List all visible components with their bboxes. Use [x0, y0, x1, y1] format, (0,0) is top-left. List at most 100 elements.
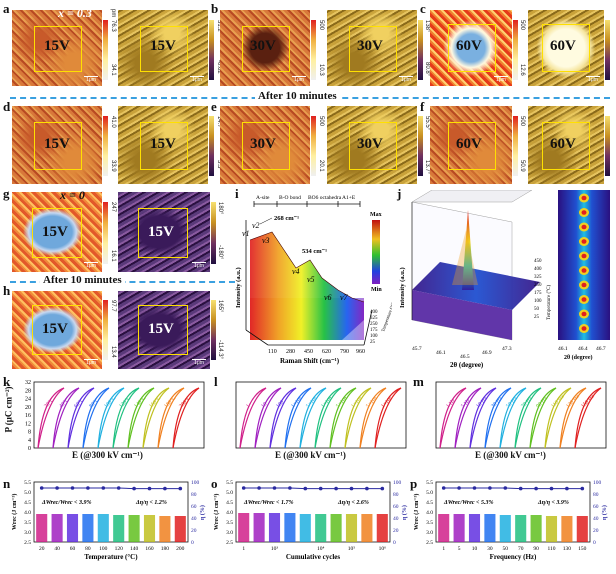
bar-xtick: 10⁴ [317, 546, 325, 552]
panel-label-e: e [211, 99, 217, 114]
height-colorbar [103, 300, 108, 360]
bar [159, 516, 171, 542]
panel-label-o: o [211, 476, 218, 491]
bar-xtick: 10³ [271, 546, 279, 552]
raman-xtick: 790 [340, 349, 349, 355]
afm-d-height: 15V [12, 106, 102, 184]
pe-loop-down [82, 387, 110, 449]
poled-square [349, 26, 397, 72]
xrd-xtick: 46.1 [436, 350, 446, 356]
bar-y2tick: 20 [191, 528, 197, 534]
bar-y2label: η (%) [601, 505, 608, 520]
xrd-xtick: 46.9 [482, 350, 492, 356]
xrd-ztick: 400 [534, 267, 542, 272]
bar-xtick: 150 [578, 546, 587, 552]
raman-ttick: 25 [370, 340, 376, 345]
pe-series-label: 20°C [42, 396, 55, 409]
bar [576, 516, 588, 542]
eta-point [257, 486, 261, 490]
bar [453, 514, 465, 542]
bar [561, 516, 573, 542]
xrd-plot: 45.7 46.1 46.5 46.9 47.3 2θ (degree) Int… [399, 190, 610, 369]
xrd-peak [462, 210, 474, 290]
mode-6: ν6 [324, 293, 332, 302]
xrd-floor [412, 262, 540, 310]
raman-ylabel: Intensity (a.u.) [235, 267, 242, 308]
bar-y2tick: 60 [191, 504, 197, 510]
poled-square [542, 122, 590, 170]
panel-label-m: m [413, 374, 424, 389]
xrd-ztick: 25 [534, 315, 540, 320]
mode-3: ν3 [262, 236, 270, 245]
xrd-ztick: 250 [534, 283, 542, 288]
pe-loop-up [359, 387, 387, 449]
xrd-spot-core [581, 195, 587, 201]
raman-plot: A-site B-O bond BO6 octahedra A1+E 268 c… [235, 195, 392, 365]
xrd-map-spots [579, 193, 589, 333]
cb-bot: 50.9 [519, 160, 525, 172]
cb-top: 500 [318, 20, 324, 31]
bar [545, 516, 558, 542]
bar [82, 514, 94, 542]
bar-ylabel: Wrec (J cm⁻³) [11, 494, 18, 530]
afm-a-height: 15V 1μm [12, 10, 102, 86]
scale-bar: 1μm [192, 359, 206, 366]
eta-point [163, 486, 167, 491]
eta-point [70, 486, 75, 490]
pe-loop-up [299, 387, 327, 449]
height-colorbar [103, 20, 108, 80]
bar [113, 515, 125, 542]
eta-point [488, 486, 492, 490]
bar-ytick: 4.5 [426, 500, 433, 506]
raman-xtick: 960 [356, 349, 365, 355]
bar-ytick: 5.5 [24, 480, 31, 486]
voltage-label: 15V [150, 136, 176, 152]
bar-ylabel: Wrec (J cm⁻³) [413, 494, 420, 530]
bar [284, 513, 296, 542]
pe-loop-down [559, 387, 587, 449]
bar-ytick: 3.5 [24, 520, 31, 526]
pe-loop-down [67, 387, 95, 449]
pe-k-xlabel: E (@300 kV cm⁻¹) [72, 450, 143, 460]
scale-bar: 1μm [192, 262, 206, 269]
voltage-label: 15V [44, 38, 70, 54]
eta-point [178, 486, 183, 491]
bar-annotation: Δη/η < 2.6% [337, 500, 369, 506]
pe-loop-up [284, 387, 312, 449]
xrd-xtick: 46.5 [460, 354, 470, 360]
eta-point [147, 486, 152, 491]
bar-ytick: 5.5 [226, 480, 233, 486]
eta-point [549, 486, 554, 491]
panel-label-b: b [211, 1, 219, 16]
pe-frame [435, 381, 607, 449]
pe-series-label: 80°C [87, 396, 100, 409]
bar-y2tick: 60 [393, 504, 399, 510]
afm-e-phase: 30V [327, 106, 417, 184]
bar-ytick: 5.0 [226, 490, 233, 496]
afm-e-height: 30V [220, 106, 310, 184]
pe-loop-up [82, 387, 110, 449]
cb-top: 180° [217, 202, 223, 215]
eta-point [334, 486, 338, 491]
bar [143, 515, 156, 542]
pe-loop-up [544, 387, 572, 449]
xrd-xtick: 47.3 [502, 346, 512, 352]
cb-min: Min [371, 287, 382, 293]
bar-y2tick: 60 [593, 504, 599, 510]
header-d: A1+E [342, 195, 356, 201]
pe-loop-up [484, 387, 512, 449]
pe-frame [33, 381, 205, 449]
pe-loop-up [514, 387, 542, 449]
scale-bar: 1μm [84, 262, 98, 269]
bar-ytick: 2.5 [426, 540, 433, 546]
xrd-ztick: 325 [534, 275, 542, 280]
pe-ytick: 4 [28, 438, 31, 444]
pe-series-label: 60°C [72, 396, 85, 409]
eta-point [86, 486, 90, 490]
bar-y2tick: 20 [393, 528, 399, 534]
phase-colorbar [418, 116, 423, 176]
eta-line [41, 487, 181, 490]
afm-f-phase: 60V [528, 106, 604, 184]
pe-loop-down [344, 387, 372, 449]
raman-xtick: 620 [322, 349, 331, 355]
